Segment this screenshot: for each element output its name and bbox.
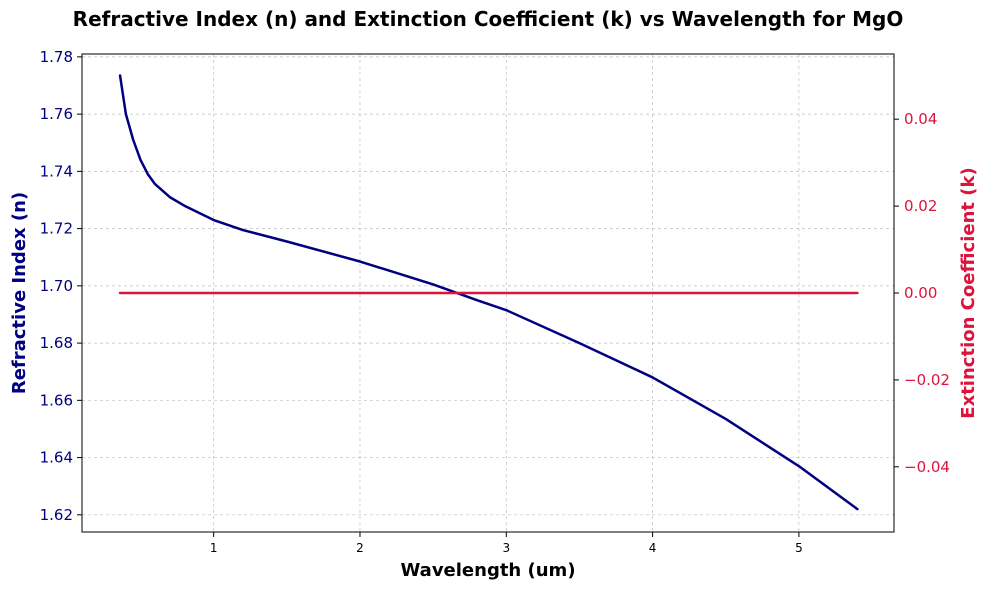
grid-layer <box>82 54 894 532</box>
y-left-tick-label: 1.68 <box>40 334 73 352</box>
y-right-axis-ticks: −0.04 −0.02 0.00 0.02 0.04 <box>894 110 950 476</box>
y-left-tick-label: 1.64 <box>40 449 73 467</box>
y-left-tick-label: 1.74 <box>40 162 73 180</box>
x-tick-label: 4 <box>649 541 657 555</box>
y-right-tick-label: −0.02 <box>904 371 950 389</box>
x-axis-label: Wavelength (um) <box>400 560 575 581</box>
chart-title: Refractive Index (n) and Extinction Coef… <box>73 7 904 31</box>
x-tick-label: 3 <box>502 541 510 555</box>
x-tick-label: 2 <box>356 541 364 555</box>
y-left-tick-label: 1.66 <box>40 391 73 409</box>
y-left-tick-label: 1.72 <box>40 220 73 238</box>
series-layer <box>118 74 859 511</box>
y-left-tick-label: 1.62 <box>40 506 73 524</box>
y-left-tick-label: 1.76 <box>40 105 73 123</box>
y-right-tick-label: −0.04 <box>904 458 950 476</box>
x-tick-label: 1 <box>210 541 218 555</box>
y-left-axis-ticks: 1.62 1.64 1.66 1.68 1.70 1.72 1.74 1.76 1.78 <box>40 48 82 524</box>
y-right-axis-label: Extinction Coefficient (k) <box>958 167 979 418</box>
y-right-tick-label: 0.02 <box>904 197 937 215</box>
y-right-tick-label: 0.04 <box>904 110 937 128</box>
y-left-tick-label: 1.78 <box>40 48 73 66</box>
y-right-tick-label: 0.00 <box>904 284 937 302</box>
series-line-n <box>118 74 859 511</box>
x-tick-label: 5 <box>795 541 803 555</box>
y-left-tick-label: 1.70 <box>40 277 73 295</box>
y-left-axis-label: Refractive Index (n) <box>9 192 30 394</box>
x-axis-ticks: 1 2 3 4 5 <box>210 532 803 555</box>
